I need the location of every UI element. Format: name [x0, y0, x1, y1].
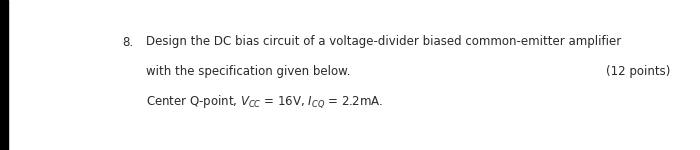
Text: Center Q-point, $V_{CC}$ = 16V, $I_{CQ}$ = 2.2mA.: Center Q-point, $V_{CC}$ = 16V, $I_{CQ}$…	[146, 94, 383, 110]
Text: (12 points): (12 points)	[606, 66, 670, 78]
Text: with the specification given below.: with the specification given below.	[146, 66, 350, 78]
Text: 8.: 8.	[122, 36, 134, 48]
Bar	[0, 0, 8, 150]
Text: Design the DC bias circuit of a voltage-divider biased common-emitter amplifier: Design the DC bias circuit of a voltage-…	[146, 36, 621, 48]
